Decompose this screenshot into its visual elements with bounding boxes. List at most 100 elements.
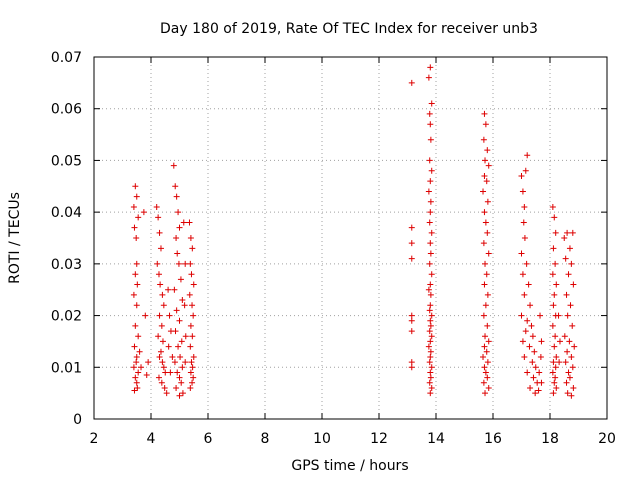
y-tick-label: 0.06 <box>51 102 82 118</box>
data-point <box>182 333 189 340</box>
y-tick-labels: 0 0.01 0.02 0.03 0.04 0.05 0.06 0.07 <box>51 50 82 428</box>
data-point <box>133 359 140 366</box>
data-point <box>155 214 162 221</box>
y-tick-label: 0 <box>73 412 82 428</box>
data-point <box>135 369 142 376</box>
data-point <box>485 162 492 169</box>
data-point <box>551 343 558 350</box>
data-point <box>176 224 183 231</box>
data-point <box>550 390 557 397</box>
data-point <box>481 343 488 350</box>
data-point <box>538 379 545 386</box>
data-point <box>426 219 433 226</box>
data-point <box>167 369 174 376</box>
data-point <box>159 359 166 366</box>
data-point <box>484 291 491 298</box>
data-point <box>549 369 556 376</box>
data-point <box>549 203 556 210</box>
data-point <box>551 291 558 298</box>
data-point <box>482 333 489 340</box>
x-tick-label: 2 <box>90 431 99 447</box>
data-point <box>426 359 433 366</box>
data-point <box>169 353 176 360</box>
data-point <box>522 328 529 335</box>
data-point <box>174 369 181 376</box>
x-tick-label: 10 <box>313 431 331 447</box>
data-point <box>133 260 140 267</box>
data-point <box>537 312 544 319</box>
data-point <box>155 374 162 381</box>
data-point <box>140 209 147 216</box>
data-point <box>484 322 491 329</box>
data-point <box>427 291 434 298</box>
data-point <box>160 364 167 371</box>
data-point <box>428 312 435 319</box>
data-point <box>132 322 139 329</box>
data-point <box>188 359 195 366</box>
data-point <box>133 302 140 309</box>
data-point <box>521 291 528 298</box>
data-point <box>186 291 193 298</box>
data-point <box>175 260 182 267</box>
data-point <box>568 260 575 267</box>
data-point <box>427 209 434 216</box>
data-point <box>187 369 194 376</box>
data-point <box>529 333 536 340</box>
data-point <box>561 235 568 241</box>
data-point <box>157 281 164 288</box>
data-point <box>135 214 142 221</box>
data-point <box>524 152 531 159</box>
data-point <box>131 224 138 231</box>
data-point <box>135 333 142 340</box>
data-point <box>175 343 182 350</box>
data-point <box>549 271 556 278</box>
data-point <box>426 307 433 314</box>
data-point <box>130 364 137 371</box>
data-point <box>535 387 542 394</box>
data-point <box>562 255 569 262</box>
data-point <box>552 364 559 371</box>
x-tick-label: 12 <box>370 431 388 447</box>
data-point <box>519 338 526 345</box>
data-point <box>563 291 570 298</box>
data-point <box>427 374 434 381</box>
data-point <box>179 297 186 304</box>
data-point <box>566 374 573 381</box>
y-axis-label: ROTI / TECUs <box>7 192 23 284</box>
data-point <box>428 100 435 107</box>
data-point <box>189 379 196 386</box>
data-point <box>189 364 196 371</box>
data-point <box>553 384 560 391</box>
data-point <box>525 281 532 288</box>
data-point <box>484 147 491 154</box>
data-point <box>568 353 575 360</box>
data-point <box>427 281 434 288</box>
data-point <box>569 364 576 371</box>
data-point <box>426 379 433 386</box>
data-point <box>408 359 415 366</box>
data-point <box>480 312 487 319</box>
x-tick-labels: 2 4 6 8 10 12 14 16 18 20 <box>90 431 616 447</box>
data-point <box>483 271 490 278</box>
data-point <box>134 384 141 391</box>
data-point <box>564 390 571 397</box>
data-point <box>182 359 189 366</box>
data-point <box>425 188 432 195</box>
data-point <box>156 353 163 360</box>
data-point <box>552 229 559 236</box>
data-point <box>485 338 492 345</box>
y-tick-label: 0.07 <box>51 50 82 66</box>
data-point <box>165 286 172 293</box>
data-point <box>570 384 577 391</box>
data-point <box>427 322 434 329</box>
data-point <box>161 384 168 391</box>
data-point <box>485 384 492 391</box>
data-point <box>187 343 194 350</box>
data-point <box>427 198 434 205</box>
data-point <box>528 322 535 329</box>
data-point <box>480 353 487 360</box>
data-point <box>165 343 172 350</box>
data-point <box>481 209 488 216</box>
data-point <box>524 369 531 376</box>
data-point <box>427 250 434 257</box>
